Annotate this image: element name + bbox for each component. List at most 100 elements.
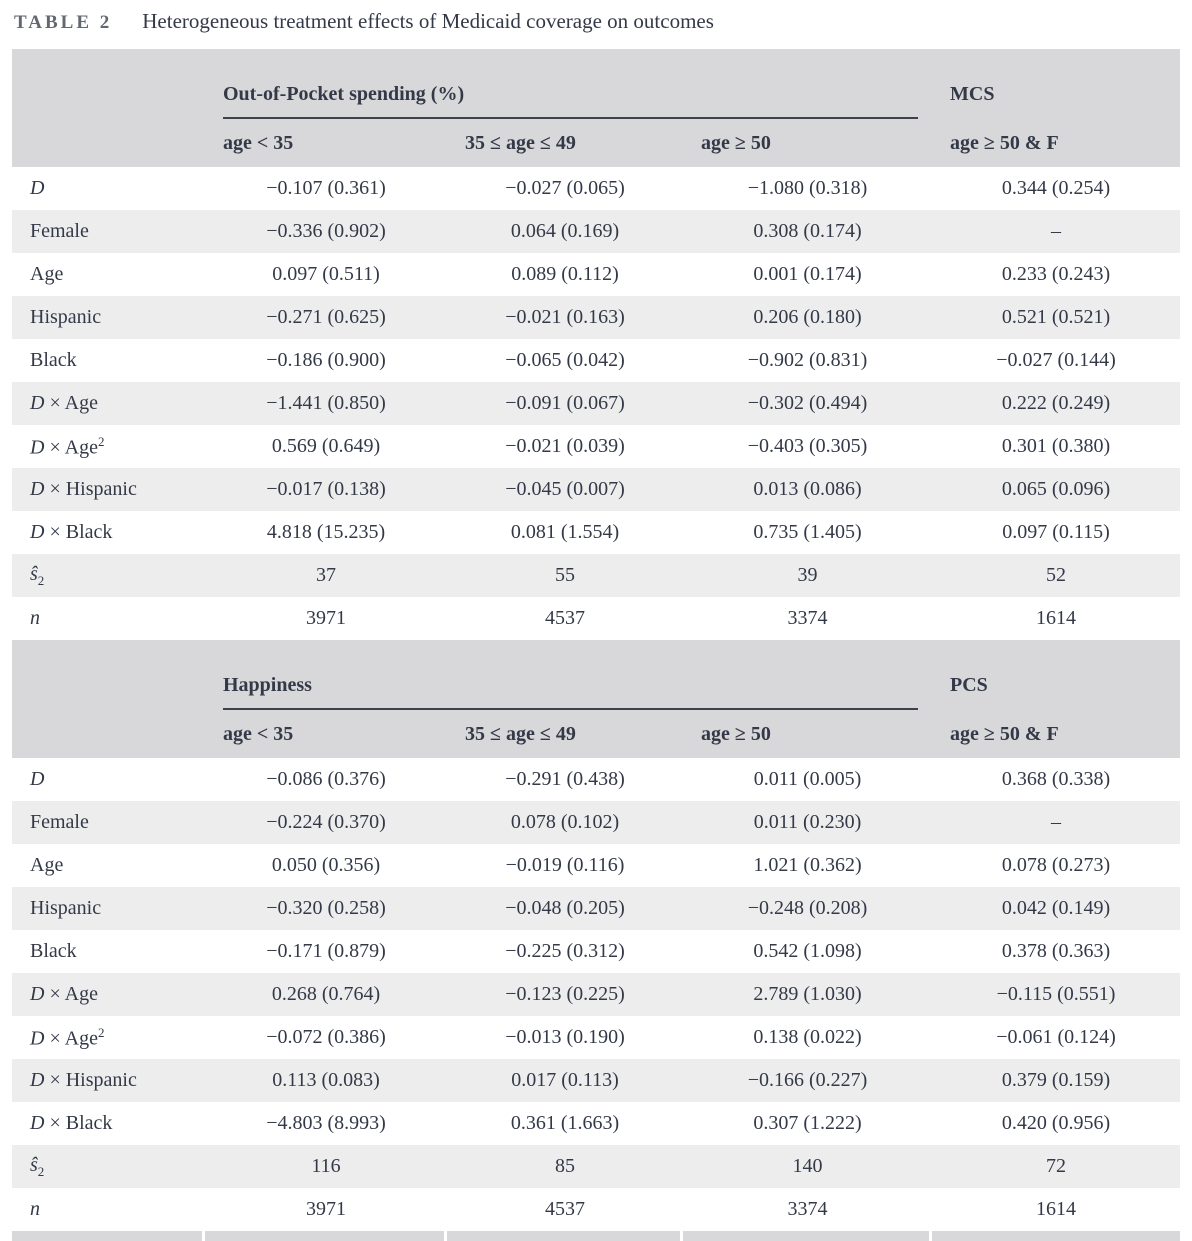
value-cell: −0.166 (0.227): [683, 1059, 933, 1102]
table-title: Heterogeneous treatment effects of Medic…: [142, 9, 714, 33]
bottom-border-segment: [12, 1231, 202, 1241]
value-cell: 116: [205, 1145, 447, 1188]
value-cell: 140: [683, 1145, 933, 1188]
row-label: D × Black: [30, 521, 113, 543]
value-cell: −4.803 (8.993): [266, 1112, 386, 1134]
value-cell: 0.542 (1.098): [753, 940, 862, 962]
value-cell: −0.403 (0.305): [747, 435, 868, 457]
row-label: D × Age: [12, 382, 205, 425]
value-cell: −0.107 (0.361): [266, 177, 386, 199]
value-cell: −0.123 (0.225): [447, 973, 683, 1016]
value-cell: 0.078 (0.273): [1001, 854, 1111, 876]
table-row: Black −0.171 (0.879) −0.225 (0.312) 0.542 (…: [12, 930, 1180, 973]
value-cell: 0.308 (0.174): [683, 210, 933, 253]
value-cell: 0.735 (1.405): [753, 521, 862, 543]
bottom-border-segment: [932, 1231, 1180, 1241]
value-cell: 0.233 (0.243): [1001, 263, 1111, 285]
value-cell: −0.061 (0.124): [996, 1026, 1116, 1048]
value-cell: −0.017 (0.138): [205, 468, 447, 511]
bottom-border-segment: [205, 1231, 444, 1241]
value-cell: −0.224 (0.370): [205, 801, 447, 844]
table-row: ŝ2 116 85 140 72: [12, 1145, 1181, 1188]
table-row: Female −0.224 (0.370) 0.078 (0.102) 0.011 (…: [12, 801, 1181, 844]
value-cell: 0.361 (1.663): [510, 1112, 620, 1134]
table-row: Age 0.050 (0.356) −0.019 (0.116) 1.021 (0.3…: [12, 844, 1180, 887]
value-cell: −0.302 (0.494): [683, 382, 933, 425]
value-cell: 4.818 (15.235): [266, 521, 386, 543]
value-cell: 1614: [1036, 1198, 1077, 1220]
value-cell: 3374: [787, 607, 828, 629]
table-caption: TABLE 2 Heterogeneous treatment effects …: [0, 0, 1192, 49]
value-cell: 0.064 (0.169): [447, 210, 683, 253]
results-table: Out-of-Pocket spending (%) MCS age < 35 35 …: [12, 49, 1181, 1231]
value-cell: 0.011 (0.005): [753, 768, 862, 790]
value-cell: 37: [205, 554, 447, 597]
table-row: D × Hispanic 0.113 (0.083) 0.017 (0.113) −0…: [12, 1059, 1181, 1102]
value-cell: 0.065 (0.096): [932, 468, 1181, 511]
row-label: D: [30, 768, 45, 790]
value-cell: −0.021 (0.163): [447, 296, 683, 339]
value-cell: 55: [447, 554, 683, 597]
table-row: D × Age2 0.569 (0.649) −0.021 (0.039) −0.40…: [12, 425, 1180, 468]
column-header: age ≥ 50: [683, 710, 933, 758]
value-cell: 0.379 (0.159): [932, 1059, 1181, 1102]
value-cell: 0.222 (0.249): [932, 382, 1181, 425]
table-row: D −0.086 (0.376) −0.291 (0.438) 0.011 (0.00…: [12, 758, 1180, 801]
value-cell: 0.050 (0.356): [271, 854, 381, 876]
value-cell: 52: [932, 554, 1181, 597]
value-cell: −0.013 (0.190): [505, 1026, 625, 1048]
value-cell: −0.072 (0.386): [266, 1026, 386, 1048]
value-cell: 0.097 (0.115): [1002, 521, 1110, 543]
bottom-border-segment: [447, 1231, 680, 1241]
value-cell: 0.368 (0.338): [1001, 768, 1111, 790]
value-cell: −0.091 (0.067): [447, 382, 683, 425]
value-cell: −0.019 (0.116): [505, 854, 625, 876]
value-cell: 0.569 (0.649): [271, 435, 381, 457]
value-cell: −0.320 (0.258): [205, 887, 447, 930]
column-header: age ≥ 50 & F: [932, 710, 1181, 758]
value-cell: 3971: [306, 607, 346, 629]
corner-cell: [12, 640, 205, 710]
row-label: Hispanic: [12, 887, 205, 930]
panel-header: Out-of-Pocket spending (%) MCS age < 35 35 …: [12, 49, 1181, 167]
table-bottom-border: [12, 1231, 1180, 1241]
table-row: D × Hispanic −0.017 (0.138) −0.045 (0.007)…: [12, 468, 1181, 511]
table-row: D × Age 0.268 (0.764) −0.123 (0.225) 2.789 …: [12, 973, 1181, 1016]
column-header-row: age < 35 35 ≤ age ≤ 49 age ≥ 50 age ≥ 50 & …: [12, 710, 1181, 758]
value-cell: −0.186 (0.900): [266, 349, 386, 371]
value-cell: –: [932, 801, 1181, 844]
value-cell: 0.042 (0.149): [932, 887, 1181, 930]
row-label: Age: [30, 854, 64, 876]
table-row: D × Black 4.818 (15.235) 0.081 (1.554) 0.73…: [12, 511, 1180, 554]
value-cell: 0.378 (0.363): [1001, 940, 1111, 962]
table-row: Female −0.336 (0.902) 0.064 (0.169) 0.308 (…: [12, 210, 1181, 253]
value-cell: −0.902 (0.831): [747, 349, 868, 371]
value-cell: −0.027 (0.065): [505, 177, 625, 199]
corner-cell: [12, 119, 205, 167]
group-header-row: Out-of-Pocket spending (%) MCS: [12, 49, 1181, 119]
panel-header: Happiness PCS age < 35 35 ≤ age ≤ 49 age ≥ 5…: [12, 640, 1181, 758]
row-label: ŝ2: [12, 1145, 205, 1188]
row-label: D: [30, 177, 45, 199]
corner-cell: [12, 49, 205, 119]
value-cell: 72: [932, 1145, 1181, 1188]
value-cell: −0.171 (0.879): [266, 940, 386, 962]
value-cell: 0.017 (0.113): [447, 1059, 683, 1102]
value-cell: −1.080 (0.318): [747, 177, 868, 199]
value-cell: −0.048 (0.205): [447, 887, 683, 930]
value-cell: –: [932, 210, 1181, 253]
row-label: Black: [30, 940, 77, 962]
group-header-cell: Out-of-Pocket spending (%): [205, 49, 933, 119]
bottom-border-segment: [683, 1231, 929, 1241]
row-label: D × Hispanic: [12, 468, 205, 511]
group-header-label: Happiness: [223, 674, 919, 710]
panel-body: D −0.107 (0.361) −0.027 (0.065) −1.080 (0.3…: [12, 167, 1181, 640]
row-label: D × Age: [12, 973, 205, 1016]
table-row: Age 0.097 (0.511) 0.089 (0.112) 0.001 (0.17…: [12, 253, 1180, 296]
value-cell: 1.021 (0.362): [753, 854, 862, 876]
value-cell: −1.441 (0.850): [205, 382, 447, 425]
row-label: Age: [30, 263, 64, 285]
value-cell: 3971: [306, 1198, 346, 1220]
value-cell: −0.045 (0.007): [447, 468, 683, 511]
